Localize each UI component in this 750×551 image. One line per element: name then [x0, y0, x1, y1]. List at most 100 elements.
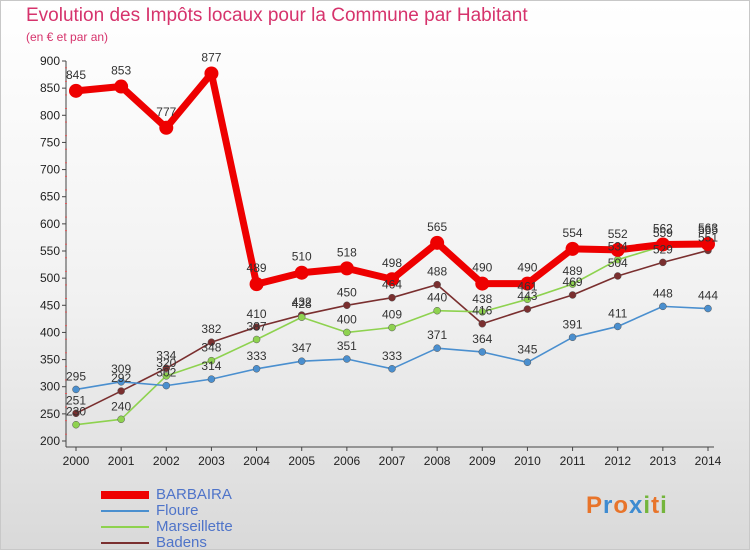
legend-label: Marseillette [156, 518, 233, 535]
y-tick-label: 800 [40, 108, 60, 122]
data-label-barbaira: 853 [111, 64, 131, 78]
data-label-badens: 529 [653, 242, 673, 256]
data-label-floure: 444 [698, 289, 718, 303]
data-label-barbaira: 845 [66, 68, 86, 82]
x-tick-label: 2004 [243, 454, 270, 468]
data-point-marseillette [117, 415, 125, 424]
data-point-barbaira [701, 236, 715, 251]
data-point-badens [613, 272, 622, 280]
data-label-barbaira: 563 [698, 221, 718, 235]
data-point-floure [297, 357, 306, 365]
x-tick-label: 2013 [650, 454, 677, 468]
data-point-barbaira [655, 237, 670, 252]
data-point-badens [523, 305, 532, 313]
data-point-barbaira [339, 261, 354, 276]
x-tick-label: 2000 [63, 454, 90, 468]
y-tick-label: 750 [40, 135, 60, 149]
data-label-badens: 334 [156, 348, 176, 362]
legend-swatch [101, 510, 149, 512]
data-label-badens: 416 [472, 304, 492, 318]
data-label-barbaira: 877 [201, 50, 221, 64]
data-label-floure: 364 [472, 332, 492, 346]
y-tick-label: 600 [40, 217, 60, 231]
x-tick-label: 2001 [108, 454, 135, 468]
data-point-floure [433, 344, 441, 352]
data-point-floure [72, 385, 80, 394]
data-label-barbaira: 510 [292, 250, 312, 264]
y-tick-label: 850 [40, 81, 60, 95]
data-point-floure [207, 375, 216, 383]
data-point-badens [568, 291, 577, 299]
data-label-badens: 251 [66, 393, 86, 407]
data-point-marseillette [252, 335, 261, 344]
x-tick-label: 2006 [334, 454, 361, 468]
y-tick-label: 550 [40, 244, 60, 258]
data-point-floure [162, 381, 171, 390]
data-label-badens: 443 [517, 289, 537, 303]
data-label-barbaira: 518 [337, 245, 357, 259]
data-point-barbaira [249, 277, 264, 292]
data-point-badens [207, 338, 216, 346]
data-point-badens [388, 293, 396, 302]
data-label-marseillette: 565 [698, 223, 718, 237]
data-label-floure: 333 [382, 349, 402, 363]
data-point-marseillette [343, 328, 351, 337]
data-label-badens: 488 [427, 265, 447, 279]
y-tick-label: 700 [40, 163, 60, 177]
y-tick-label: 650 [40, 190, 60, 204]
logo-letter: r [603, 492, 614, 519]
data-point-badens [72, 409, 80, 418]
data-label-floure: 295 [66, 369, 86, 383]
data-point-badens [343, 301, 351, 310]
data-label-badens: 292 [111, 371, 131, 385]
data-label-marseillette: 461 [517, 279, 537, 293]
data-label-marseillette: 400 [337, 312, 357, 326]
data-label-marseillette: 440 [427, 291, 447, 305]
data-label-marseillette: 438 [472, 292, 492, 306]
data-label-badens: 551 [698, 230, 718, 244]
legend-label: Badens [156, 534, 207, 551]
data-point-floure [659, 302, 667, 311]
data-label-barbaira: 489 [247, 261, 267, 275]
axes: 200 250 300 350 400 450 500 550 600 650 700 750 800 8… [40, 54, 722, 468]
logo-letter: o [613, 492, 630, 519]
data-label-marseillette: 348 [201, 341, 221, 355]
data-point-badens [117, 387, 125, 395]
y-tick-label: 400 [40, 325, 60, 339]
x-tick-label: 2012 [604, 454, 631, 468]
x-tick-label: 2003 [198, 454, 225, 468]
data-point-badens [659, 258, 667, 267]
logo-letter: P [586, 492, 604, 519]
data-label-marseillette: 320 [156, 356, 176, 370]
x-tick-label: 2009 [469, 454, 496, 468]
data-label-marseillette: 230 [66, 405, 86, 419]
data-point-barbaira [565, 241, 580, 256]
data-point-badens [252, 323, 261, 331]
legend-label: Floure [156, 502, 199, 519]
data-point-barbaira [475, 276, 490, 291]
x-tick-label: 2002 [153, 454, 180, 468]
data-label-badens: 469 [563, 275, 583, 289]
chart-title: Evolution des Impôts locaux pour la Comm… [26, 5, 528, 26]
logo-letter: x [629, 492, 644, 519]
data-label-floure: 411 [608, 306, 627, 320]
data-point-barbaira [520, 276, 535, 291]
data-label-badens: 504 [608, 256, 628, 270]
y-tick-label: 900 [40, 54, 60, 68]
data-point-badens [478, 319, 487, 328]
data-label-floure: 371 [427, 328, 447, 342]
data-label-barbaira: 565 [427, 220, 447, 234]
y-tick-label: 200 [40, 434, 60, 448]
data-point-floure [613, 322, 622, 331]
data-label-barbaira: 498 [382, 256, 402, 270]
data-point-floure [478, 348, 487, 356]
x-tick-label: 2007 [379, 454, 406, 468]
data-point-badens [162, 364, 171, 373]
y-tick-label: 500 [40, 271, 60, 285]
y-tick-label: 250 [40, 407, 60, 421]
data-label-marseillette: 559 [653, 226, 673, 240]
data-label-marseillette: 489 [563, 264, 583, 278]
data-point-marseillette [568, 280, 577, 288]
data-point-floure [388, 365, 396, 373]
